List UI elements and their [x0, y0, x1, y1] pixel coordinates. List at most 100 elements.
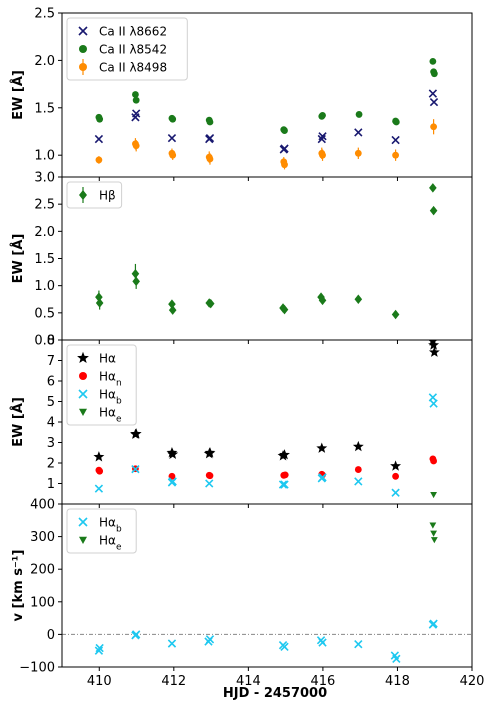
data-point	[352, 440, 364, 452]
data-point	[430, 457, 438, 465]
y-tick-label: 0	[47, 628, 55, 643]
x-tick-label: 410	[87, 674, 112, 689]
data-point	[168, 299, 176, 309]
data-point	[204, 447, 216, 458]
data-point	[355, 111, 363, 118]
y-axis-label: v [km s⁻¹]	[11, 550, 26, 622]
data-point	[206, 155, 214, 163]
data-point	[392, 472, 399, 480]
legend-marker	[78, 517, 88, 527]
data-point	[95, 298, 104, 308]
data-point	[167, 133, 177, 143]
y-tick-label: 5	[47, 395, 55, 410]
y-tick-label: 0.0	[34, 334, 55, 349]
data-point	[430, 537, 438, 544]
y-tick-label: 1	[47, 477, 55, 492]
y-tick-label: 2.5	[34, 198, 55, 213]
data-point	[392, 151, 399, 159]
data-point	[95, 156, 103, 164]
data-point	[168, 305, 177, 315]
legend-marker	[78, 26, 88, 36]
y-tick-label: 4	[47, 416, 55, 431]
data-point	[319, 111, 326, 119]
legend-label: Hαe	[99, 406, 122, 425]
y-tick-label: 8	[47, 334, 55, 349]
data-point	[318, 638, 327, 647]
legend-marker	[79, 536, 87, 544]
panel-data	[95, 183, 438, 320]
data-point	[354, 466, 362, 473]
y-tick-label: 2.5	[34, 7, 55, 22]
data-point	[130, 428, 142, 439]
data-point	[392, 654, 401, 664]
data-point	[280, 642, 289, 651]
legend-marker	[79, 408, 87, 416]
data-point	[281, 161, 288, 169]
data-point	[280, 144, 289, 153]
data-point	[390, 460, 402, 471]
panels: 1.0 1.5 2.0 2.5 EW [Å] Ca II λ8662 Ca II λ8542…	[10, 7, 484, 690]
series-3	[95, 119, 438, 170]
data-point	[205, 133, 215, 143]
data-point	[354, 128, 363, 137]
legend-marker	[79, 372, 87, 380]
data-point	[281, 127, 288, 134]
data-point	[429, 183, 437, 193]
data-point	[94, 646, 104, 655]
x-tick-label: 414	[236, 674, 261, 689]
data-point	[354, 294, 363, 304]
data-point	[430, 530, 438, 537]
legend-box	[66, 181, 123, 209]
data-point	[429, 522, 437, 529]
data-point	[167, 448, 179, 460]
data-point	[96, 467, 104, 475]
y-tick-label: 6	[47, 375, 55, 390]
data-point	[132, 96, 140, 104]
data-point	[428, 340, 440, 350]
data-point	[430, 70, 438, 78]
data-point	[279, 449, 290, 460]
y-tick-label: 1.0	[34, 149, 55, 164]
data-point	[205, 479, 214, 488]
data-point	[429, 619, 438, 628]
data-point	[354, 640, 363, 649]
data-point	[132, 91, 139, 98]
data-point	[131, 464, 140, 474]
panel-frame	[61, 503, 473, 668]
data-point	[280, 480, 289, 489]
data-point	[94, 134, 104, 144]
y-tick-label: 2	[47, 457, 55, 472]
panel-data	[94, 522, 438, 664]
legend-label: Hαb	[99, 516, 122, 535]
data-point	[96, 115, 104, 123]
data-point	[205, 635, 215, 644]
series-1	[94, 89, 439, 154]
data-point	[206, 472, 214, 480]
series-1	[95, 183, 438, 320]
legend-label: Hαb	[99, 388, 122, 407]
data-point	[429, 205, 438, 216]
y-axis-label: EW [Å]	[10, 70, 26, 120]
legend: Ca II λ8662 Ca II λ8542 Ca II λ8498	[66, 17, 188, 81]
y-tick-label: 7	[47, 354, 55, 369]
data-point	[429, 97, 439, 107]
data-point	[391, 488, 400, 497]
series-2	[429, 522, 438, 544]
panel-frame	[61, 176, 473, 341]
panel-2: 0.0 0.5 1.0 1.5 2.0 2.5 3.0 EW [Å] Hβ	[10, 171, 473, 349]
x-tick-label: 412	[161, 674, 186, 689]
data-point	[132, 142, 140, 150]
data-point	[430, 123, 438, 131]
panel-4: −100 0 100 200 300 400 410 412 414 416 418 420 v [km…	[11, 498, 484, 690]
data-point	[169, 115, 177, 123]
data-point	[317, 292, 325, 302]
data-point	[428, 346, 440, 357]
y-tick-label: 3	[47, 436, 55, 451]
legend-label: Hβ	[99, 189, 116, 203]
data-point	[206, 298, 215, 309]
x-tick-label: 420	[460, 674, 485, 689]
panel-1: 1.0 1.5 2.0 2.5 EW [Å] Ca II λ8662 Ca II λ8542…	[10, 7, 473, 181]
legend-label: Hαe	[99, 534, 122, 553]
